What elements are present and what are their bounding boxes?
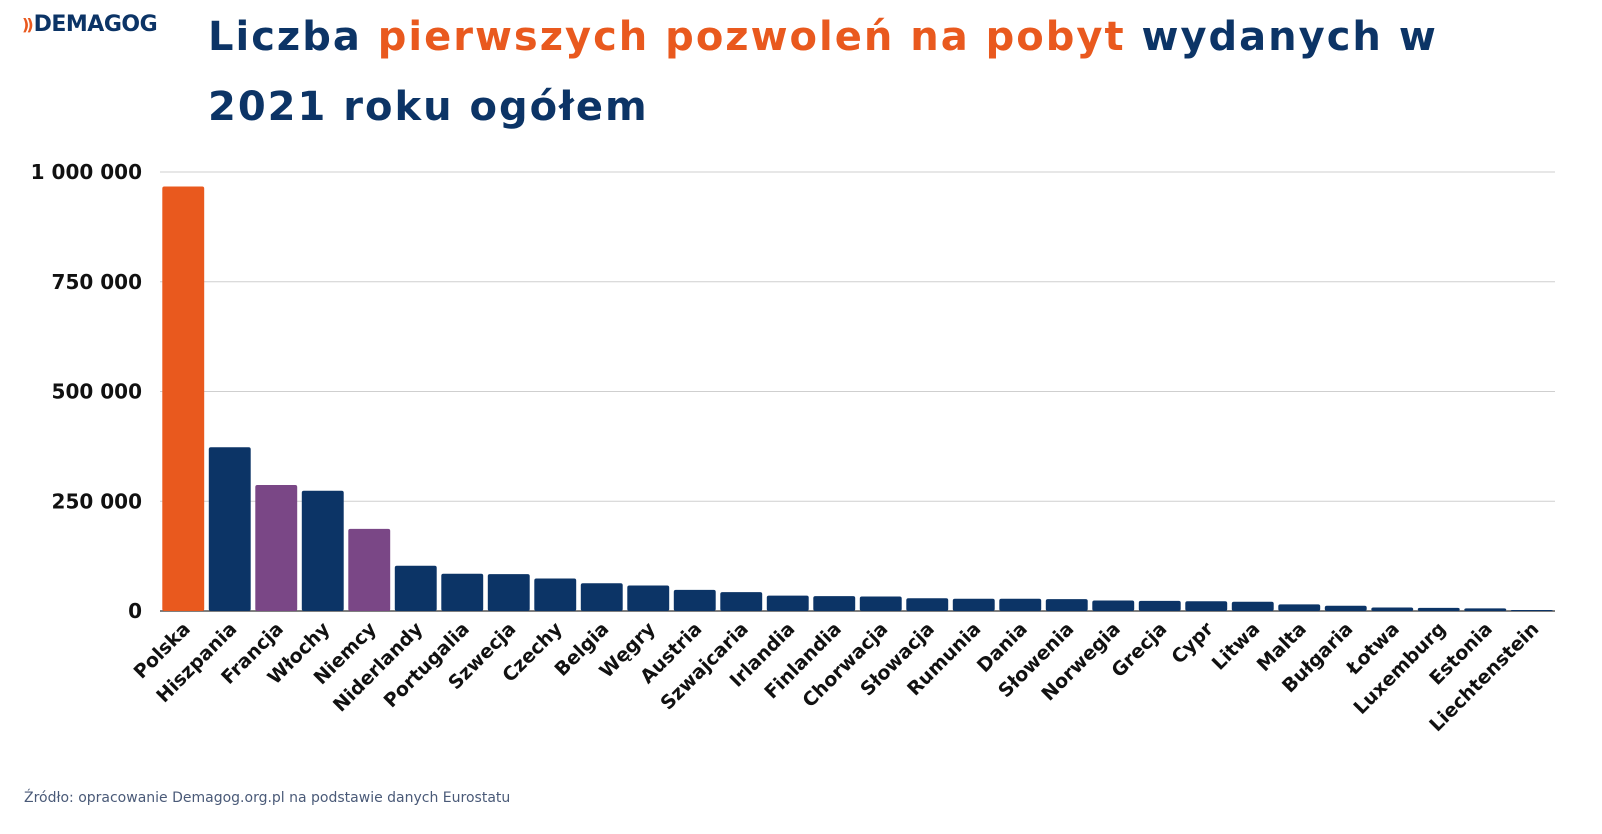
y-tick-label: 0 xyxy=(128,599,142,623)
bar-finlandia xyxy=(813,596,856,611)
y-tick-label: 750 000 xyxy=(52,270,142,294)
y-tick-label: 250 000 xyxy=(52,489,142,513)
bar-rumunia xyxy=(952,598,995,611)
x-tick-label: Litwa xyxy=(1208,618,1265,675)
bar-węgry xyxy=(627,585,670,611)
x-axis-ticks: PolskaHiszpaniaFrancjaWłochyNiemcyNiderl… xyxy=(130,618,1544,737)
bar-grecja xyxy=(1138,600,1181,611)
title-part-2: wydanych w 2021 roku ogółem xyxy=(208,14,1438,130)
title-accent: pierwszych pozwoleń na pobyt xyxy=(377,14,1126,60)
bar-niemcy xyxy=(348,528,391,611)
bars xyxy=(162,186,1553,611)
bar-norwegia xyxy=(1092,600,1135,611)
bar-austria xyxy=(673,589,716,611)
y-tick-label: 1 000 000 xyxy=(31,160,142,184)
source-note: Źródło: opracowanie Demagog.org.pl na po… xyxy=(24,790,511,806)
bar-malta xyxy=(1278,604,1321,611)
bar-litwa xyxy=(1231,601,1274,611)
logo-signal-icon: )) xyxy=(22,15,34,34)
bar-dania xyxy=(999,598,1042,611)
bar-cypr xyxy=(1185,601,1228,611)
bar-włochy xyxy=(301,490,344,611)
bar-czechy xyxy=(534,578,577,611)
y-tick-label: 500 000 xyxy=(52,380,142,404)
bar-liechtenstein xyxy=(1510,610,1553,611)
bar-słowacja xyxy=(906,598,949,611)
bar-estonia xyxy=(1464,608,1507,611)
bar-polska xyxy=(162,186,205,611)
bar-belgia xyxy=(580,583,623,611)
bar-irlandia xyxy=(766,595,809,611)
bar-chorwacja xyxy=(859,596,902,611)
bar-słowenia xyxy=(1045,599,1088,611)
bar-luxemburg xyxy=(1417,607,1460,611)
bar-portugalia xyxy=(441,573,484,611)
bar-bułgaria xyxy=(1324,605,1367,611)
bar-hiszpania xyxy=(208,447,251,611)
demagog-logo: )) DEMAGOG xyxy=(22,12,158,37)
bar-szwajcaria xyxy=(720,592,763,611)
y-axis-ticks: 0 250 000 500 000 750 000 1 000 000 xyxy=(31,160,142,623)
bar-szwecja xyxy=(487,574,530,611)
bar-niderlandy xyxy=(394,565,437,611)
bar-łotwa xyxy=(1371,607,1414,611)
logo-text: DEMAGOG xyxy=(33,12,158,37)
bar-francja xyxy=(255,485,298,611)
grid-lines xyxy=(160,171,1555,612)
chart-title: Liczba pierwszych pozwoleń na pobyt wyda… xyxy=(208,2,1508,142)
title-part-1: Liczba xyxy=(208,14,378,60)
